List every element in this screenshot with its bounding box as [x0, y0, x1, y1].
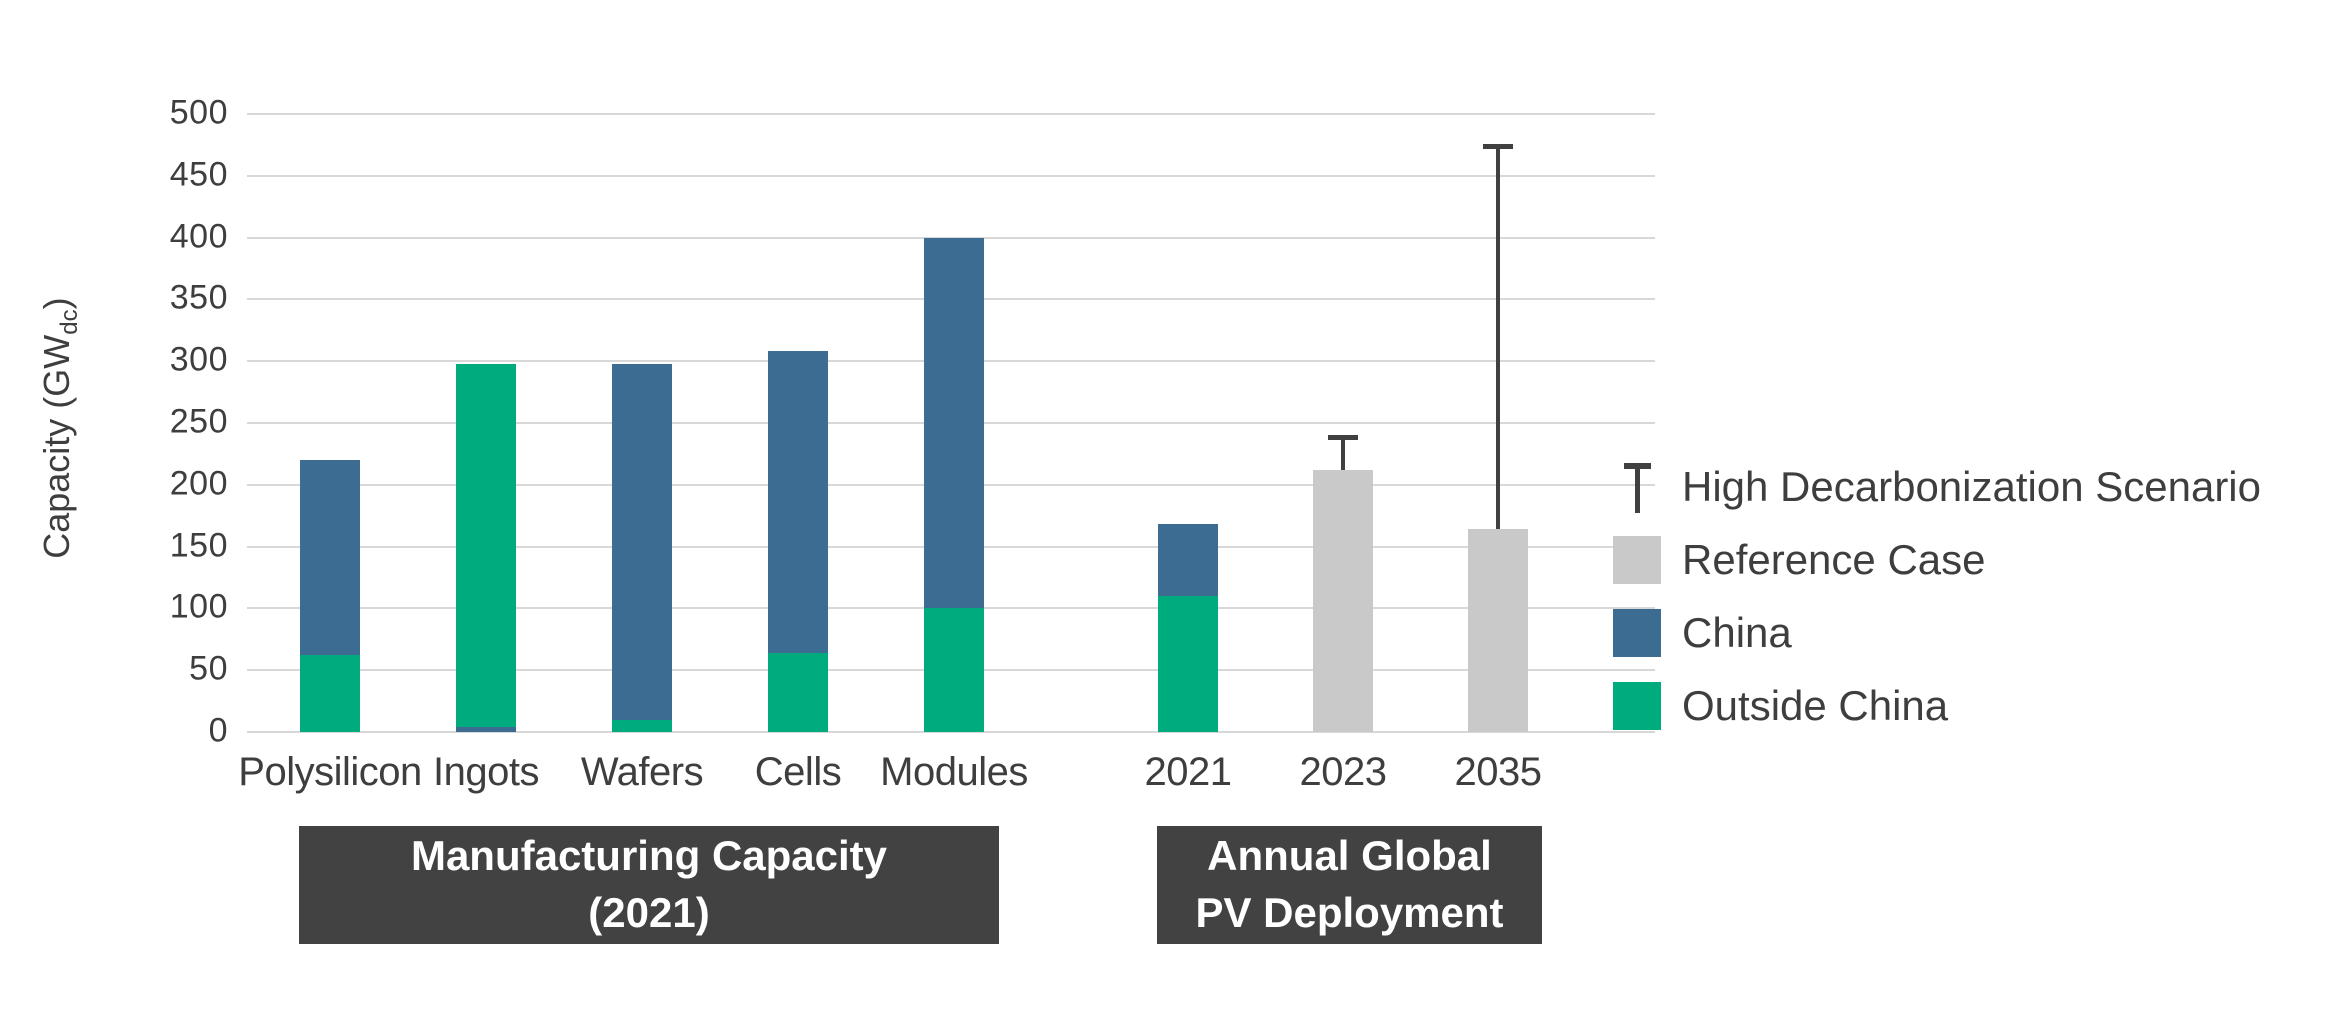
y-tick-label: 500 — [169, 93, 228, 132]
error-bar-whisker — [1496, 148, 1500, 530]
bar-segment-outside-china — [612, 719, 672, 732]
bar-segment-outside-china — [456, 363, 516, 728]
bar-segment-china — [300, 460, 360, 656]
bar-segment-china — [456, 727, 516, 732]
error-bar-icon-stem — [1635, 465, 1640, 513]
x-tick-label: Wafers — [580, 750, 704, 794]
bar-segment-reference-case — [1313, 469, 1373, 732]
x-tick-label: Cells — [754, 750, 842, 794]
gridline — [247, 113, 1655, 115]
y-tick-label: 100 — [169, 588, 228, 627]
y-tick-label: 150 — [169, 526, 228, 565]
x-tick-label: 2035 — [1454, 750, 1542, 794]
y-tick-label: 0 — [208, 711, 228, 750]
gridline — [247, 731, 1655, 733]
bar-segment-outside-china — [924, 608, 984, 732]
bar-segment-outside-china — [300, 655, 360, 732]
x-tick-label: 2023 — [1299, 750, 1387, 794]
bar-segment-china — [924, 237, 984, 609]
group-label-line: PV Deployment — [1195, 889, 1504, 936]
error-bar-cap — [1328, 435, 1358, 441]
legend-label: High Decarbonization Scenario — [1682, 463, 2261, 510]
x-tick-label: Polysilicon — [238, 750, 422, 794]
legend-label: Outside China — [1682, 682, 1949, 729]
legend-label: China — [1682, 609, 1792, 656]
y-tick-label: 400 — [169, 217, 228, 256]
bar-segment-outside-china — [1158, 596, 1218, 732]
y-tick-label: 350 — [169, 279, 228, 318]
bar-segment-china — [612, 363, 672, 720]
error-bar-cap — [1483, 143, 1513, 149]
y-tick-label: 200 — [169, 464, 228, 503]
x-tick-label: 2021 — [1144, 750, 1232, 794]
y-tick-label: 250 — [169, 402, 228, 441]
group-label-pv-deployment: Annual Global PV Deployment — [1157, 826, 1542, 944]
error-bar-icon-cap — [1624, 463, 1651, 469]
x-tick-label: Ingots — [433, 750, 539, 794]
outside-china-swatch — [1613, 682, 1661, 730]
bar-segment-china — [1158, 524, 1218, 597]
group-label-manufacturing-capacity: Manufacturing Capacity (2021) — [299, 826, 999, 944]
reference-case-swatch — [1613, 536, 1661, 584]
group-label-line: Annual Global — [1207, 832, 1492, 880]
error-bar-icon — [1613, 463, 1661, 513]
group-label-line: Manufacturing Capacity — [410, 832, 888, 880]
bar-segment-china — [768, 351, 828, 653]
legend-label: Reference Case — [1682, 536, 1986, 583]
x-tick-label: Modules — [880, 750, 1028, 794]
gridline — [247, 174, 1655, 177]
error-bar-whisker — [1341, 440, 1345, 470]
bar-segment-outside-china — [768, 652, 828, 732]
y-tick-label: 50 — [189, 649, 228, 688]
y-tick-label: 450 — [169, 155, 228, 194]
group-label-line: (2021) — [588, 889, 710, 936]
china-swatch — [1613, 609, 1661, 657]
bar-segment-reference-case — [1468, 529, 1528, 732]
y-tick-label: 300 — [169, 340, 228, 379]
